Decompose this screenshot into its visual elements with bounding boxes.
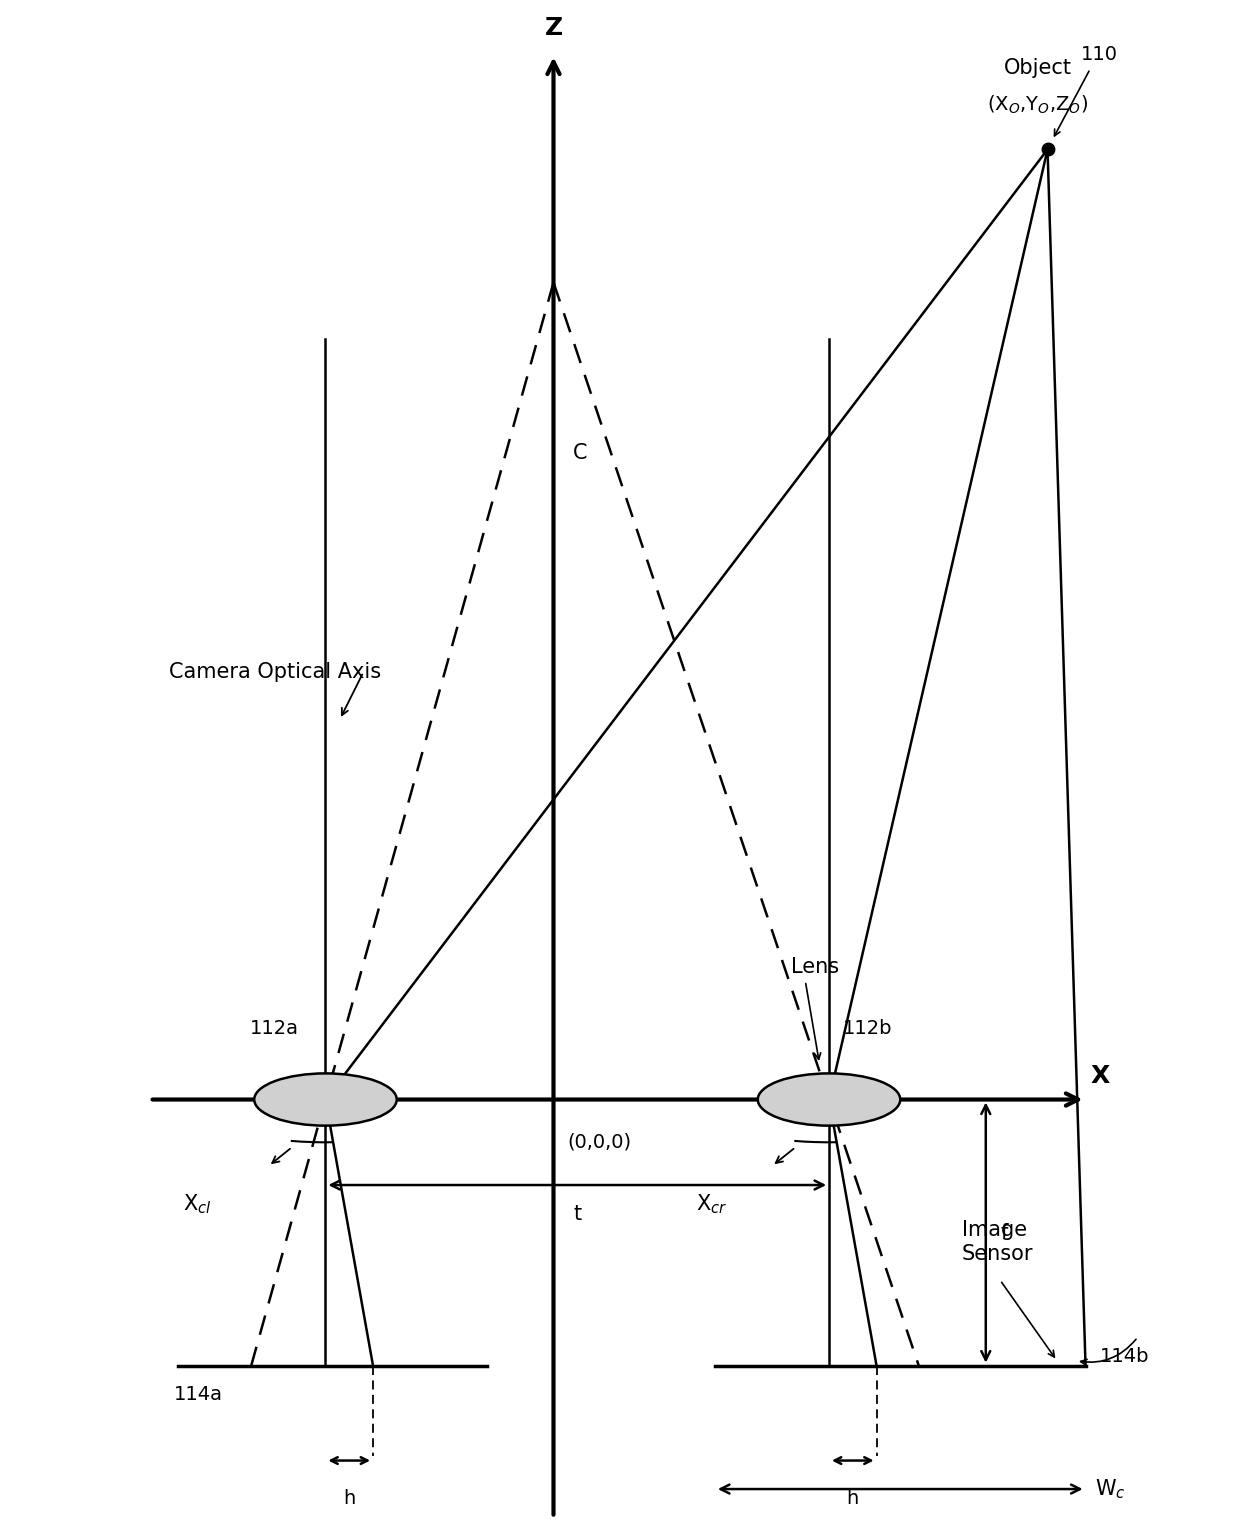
- Ellipse shape: [254, 1074, 397, 1126]
- Text: 114b: 114b: [1100, 1347, 1149, 1365]
- Text: W$_c$: W$_c$: [1095, 1477, 1126, 1500]
- Text: Image
Sensor: Image Sensor: [962, 1220, 1033, 1264]
- Text: h: h: [343, 1490, 356, 1508]
- Text: t: t: [573, 1204, 582, 1224]
- Text: Object: Object: [1004, 58, 1073, 78]
- Text: Camera Optical Axis: Camera Optical Axis: [169, 663, 381, 683]
- Text: 114a: 114a: [174, 1385, 222, 1404]
- Text: X$_{cr}$: X$_{cr}$: [696, 1192, 728, 1216]
- Text: Z: Z: [544, 17, 563, 40]
- Text: 112a: 112a: [249, 1019, 299, 1039]
- Text: f: f: [999, 1223, 1007, 1243]
- Text: X$_{cl}$: X$_{cl}$: [184, 1192, 212, 1216]
- Text: h: h: [847, 1490, 859, 1508]
- Ellipse shape: [758, 1074, 900, 1126]
- Text: X: X: [1090, 1065, 1110, 1088]
- Text: 112b: 112b: [843, 1019, 893, 1039]
- Text: 110: 110: [1081, 44, 1117, 64]
- Text: (0,0,0): (0,0,0): [568, 1132, 632, 1152]
- Text: C: C: [573, 443, 587, 463]
- Text: (X$_O$,Y$_O$,Z$_O$): (X$_O$,Y$_O$,Z$_O$): [987, 94, 1089, 117]
- Text: Lens: Lens: [791, 957, 839, 977]
